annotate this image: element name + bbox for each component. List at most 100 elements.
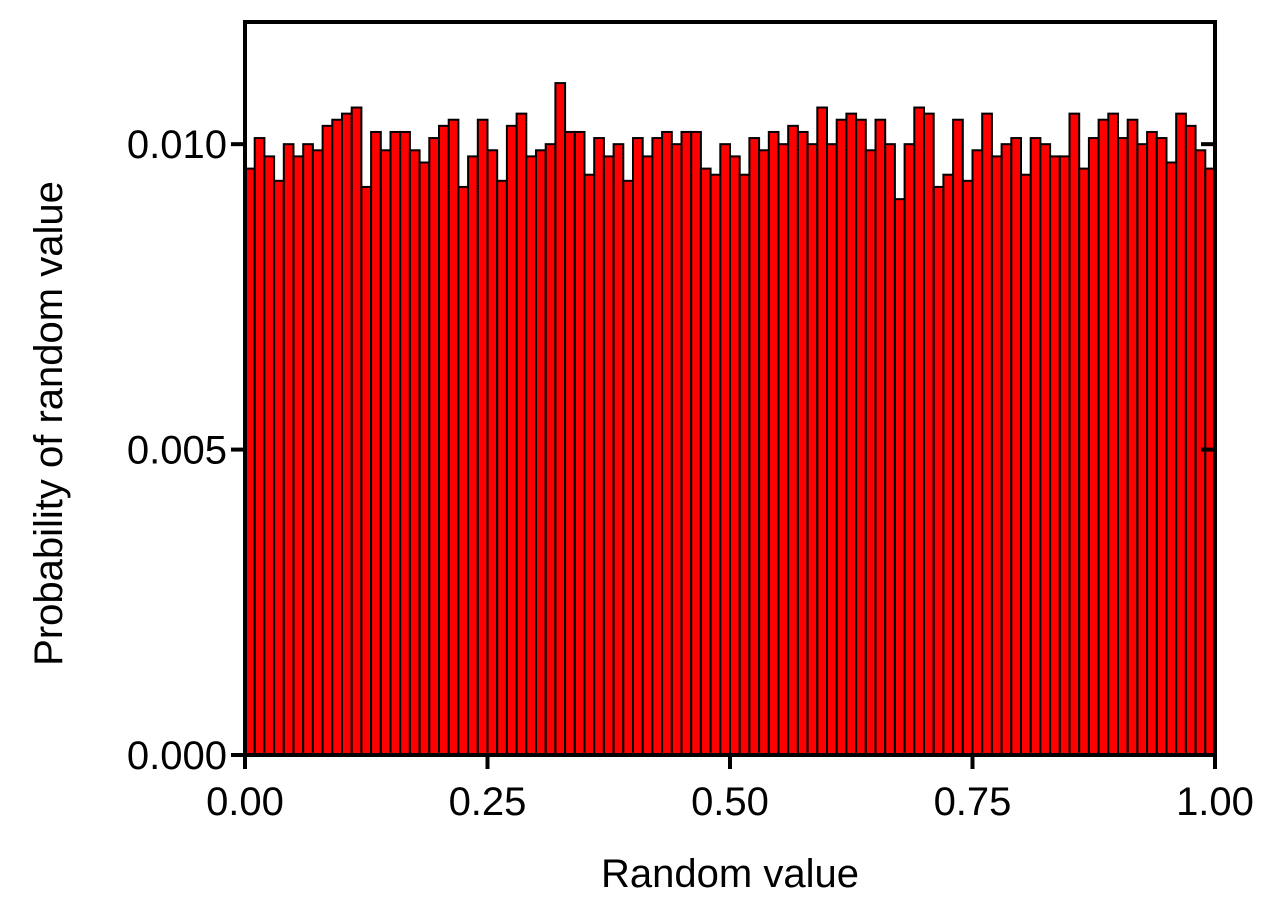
histogram-bar — [525, 155, 537, 756]
y-tick-label: 0.010 — [127, 123, 227, 167]
histogram-bar — [913, 106, 925, 757]
histogram-bar — [360, 185, 373, 757]
histogram-bar — [777, 143, 790, 756]
y-axis-title: Probability of random value — [27, 181, 71, 666]
histogram-bar — [1184, 124, 1197, 756]
histogram-bar — [602, 155, 615, 756]
histogram-bar — [1146, 130, 1158, 756]
histogram-bar — [661, 130, 673, 756]
x-tick-label: 0.75 — [934, 780, 1012, 824]
histogram-bar — [1058, 155, 1071, 756]
histogram-bar — [1165, 161, 1178, 757]
histogram-bar — [496, 179, 508, 757]
histogram-bar — [408, 149, 421, 756]
histogram-bar — [680, 130, 693, 756]
histogram-bar — [573, 130, 586, 756]
histogram-bar — [341, 112, 353, 756]
histogram-bar — [670, 143, 683, 756]
histogram-bar — [990, 155, 1003, 756]
histogram-bar — [1029, 137, 1042, 756]
histogram-bar — [1049, 155, 1061, 756]
histogram-bar — [787, 124, 799, 756]
y-tick-label: 0.000 — [127, 734, 227, 778]
histogram-bar — [923, 112, 935, 756]
histogram-bar — [331, 118, 343, 756]
histogram-bar — [370, 130, 382, 756]
histogram-bar — [893, 198, 906, 756]
histogram-bar — [1020, 173, 1032, 757]
histogram-bar — [612, 143, 625, 756]
histogram-bar — [738, 173, 751, 757]
histogram-bar — [1175, 112, 1187, 756]
x-tick-label: 0.00 — [206, 780, 284, 824]
histogram-bar — [981, 112, 993, 756]
histogram-bar — [719, 143, 731, 756]
histogram-bar — [1097, 118, 1110, 756]
histogram-bar — [1107, 112, 1120, 756]
histogram-bar — [651, 137, 664, 756]
histogram-bar — [903, 143, 916, 756]
histogram-bar — [1078, 167, 1090, 757]
histogram-bar — [884, 143, 896, 756]
histogram-bar — [263, 155, 276, 756]
histogram-bar — [554, 82, 567, 757]
histogram-bar — [321, 124, 334, 756]
histogram-bar — [515, 112, 528, 756]
histogram-bar — [690, 130, 702, 756]
bars-layer — [244, 82, 1217, 757]
histogram-bar — [1039, 143, 1052, 756]
histogram-bar — [486, 149, 499, 756]
ticks-layer: 0.00 0.25 0.50 0.75 1.00 0.000 0.005 0.010 — [127, 123, 1254, 824]
histogram-bar — [641, 155, 654, 756]
histogram-bar — [292, 155, 305, 756]
histogram-bar — [476, 118, 489, 756]
histogram-bar — [389, 130, 402, 756]
histogram-bar — [942, 173, 955, 757]
x-tick-label: 0.25 — [449, 780, 527, 824]
histogram-bar — [438, 124, 450, 756]
histogram-bar — [428, 137, 440, 756]
histogram-bar — [253, 137, 266, 756]
histogram-bar — [1194, 149, 1207, 756]
histogram-bar — [1117, 137, 1129, 756]
histogram-bar — [1126, 118, 1139, 756]
histogram-bar — [1136, 143, 1149, 756]
histogram-bar — [932, 185, 945, 757]
histogram-bar — [1155, 137, 1168, 756]
histogram-bar — [1087, 137, 1100, 756]
histogram-bar — [593, 137, 605, 756]
histogram-bar — [632, 137, 644, 756]
histogram-bar — [864, 149, 877, 756]
histogram-bar — [302, 143, 314, 756]
histogram-bar — [1000, 143, 1013, 756]
histogram-bar — [709, 173, 722, 757]
histogram-bar — [1068, 112, 1081, 756]
histogram-bar — [447, 118, 460, 756]
histogram-bar — [622, 179, 634, 757]
histogram-bar — [350, 106, 363, 757]
histogram-bar — [544, 143, 557, 756]
histogram-bar — [505, 124, 518, 756]
histogram-bar — [806, 143, 819, 756]
histogram-bar — [971, 149, 984, 756]
histogram-bar — [311, 149, 324, 756]
histogram-bar — [835, 118, 848, 756]
histogram-bar — [583, 173, 596, 757]
histogram-bar — [729, 155, 741, 756]
histogram-bar — [399, 130, 411, 756]
histogram-bar — [952, 118, 964, 756]
x-axis-title: Random value — [601, 852, 859, 896]
histogram-bar — [467, 155, 479, 756]
histogram-bar — [758, 149, 770, 756]
histogram-bar — [1010, 137, 1022, 756]
histogram-bar — [767, 130, 780, 756]
histogram-bar — [418, 161, 431, 757]
histogram-bar — [273, 179, 285, 757]
histogram-bar — [816, 106, 828, 757]
y-tick-label: 0.005 — [127, 429, 227, 473]
x-tick-label: 1.00 — [1176, 780, 1254, 824]
histogram-bar — [961, 179, 974, 757]
histogram-bar — [874, 118, 887, 756]
